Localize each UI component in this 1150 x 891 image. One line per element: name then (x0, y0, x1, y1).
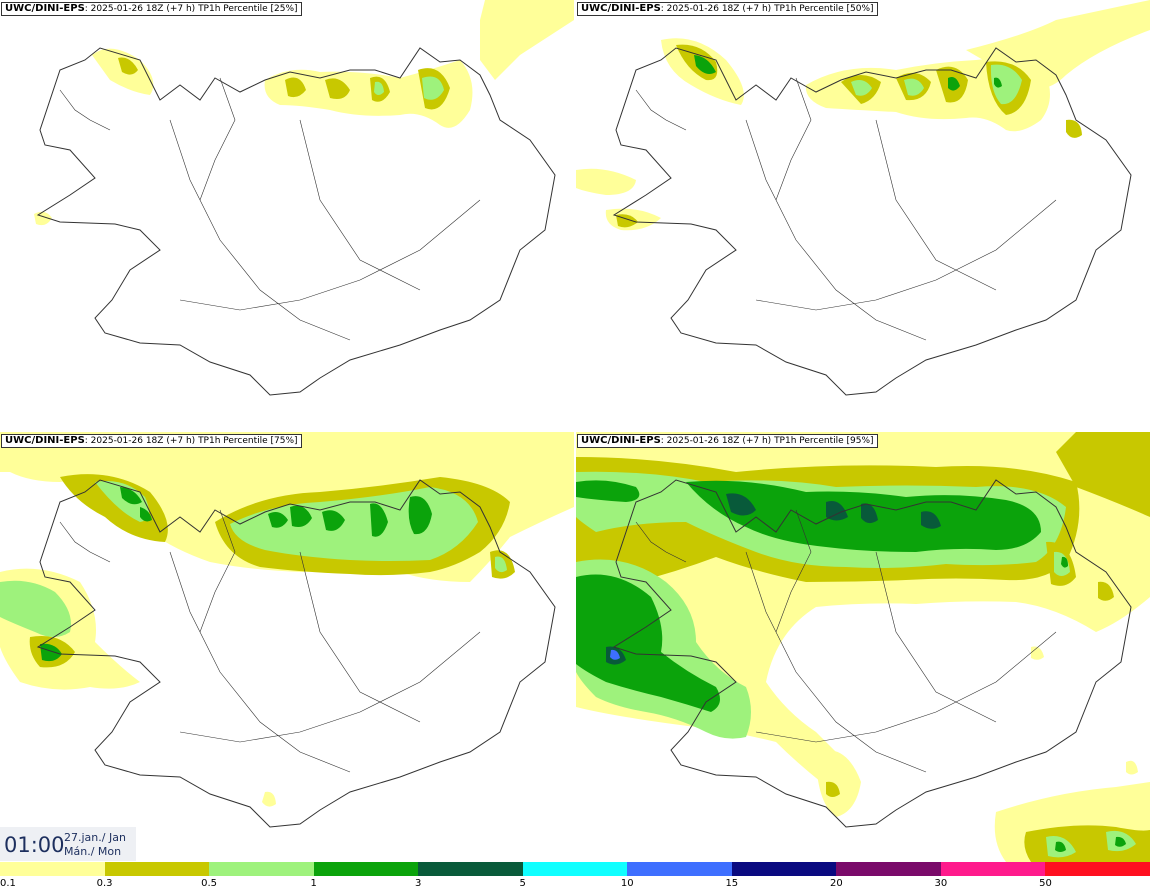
field-name: TP1h Percentile [95%] (774, 436, 874, 446)
valid-time-box: 01:00 27.jan./ Jan Mán./ Mon (0, 827, 136, 861)
map-panel-p25: UWC/DINI-EPS: 2025-01-26 18Z (+7 h) TP1h… (0, 0, 574, 430)
legend-tick-label: 20 (829, 878, 843, 889)
panel-title: UWC/DINI-EPS: 2025-01-26 18Z (+7 h) TP1h… (1, 2, 302, 16)
legend-swatch (731, 862, 837, 876)
legend-swatch (313, 862, 419, 876)
valid-date-line2: Mán./ Mon (64, 845, 122, 858)
map-panel-p95: UWC/DINI-EPS: 2025-01-26 18Z (+7 h) TP1h… (576, 432, 1150, 862)
field-name: TP1h Percentile [75%] (198, 436, 298, 446)
lead-time: (+7 h) (166, 436, 196, 446)
lead-time: (+7 h) (742, 4, 772, 14)
legend-swatch (418, 862, 523, 876)
iceland-outline (612, 47, 1132, 396)
legend-tick-label: 10 (620, 878, 634, 889)
color-legend: 0.1 0.3 0.5 1 3 5 10 15 20 30 50 (0, 862, 1150, 891)
precip-map-p75 (0, 432, 574, 828)
iceland-outline (36, 47, 556, 396)
legend-tick-label: 0.1 (0, 878, 16, 889)
legend-swatches (0, 862, 1150, 876)
valid-date-line1: 27.jan./ Jan (64, 831, 126, 844)
legend-swatch (836, 862, 941, 876)
legend-tick-label: 0.3 (96, 878, 113, 889)
legend-tick-label: 1 (310, 878, 317, 889)
precip-map-p50 (576, 0, 1150, 396)
panel-title: UWC/DINI-EPS: 2025-01-26 18Z (+7 h) TP1h… (1, 434, 302, 448)
model-name: UWC/DINI-EPS (5, 435, 85, 446)
legend-swatch (0, 862, 105, 876)
precip-areas (576, 432, 1150, 862)
valid-time: 01:00 (4, 833, 65, 857)
panel-title: UWC/DINI-EPS: 2025-01-26 18Z (+7 h) TP1h… (577, 2, 878, 16)
legend-tick-label: 30 (934, 878, 948, 889)
precip-areas (576, 0, 1150, 231)
legend-swatch (1045, 862, 1150, 876)
iceland-outline (36, 479, 556, 828)
legend-tick-label: 3 (414, 878, 422, 889)
legend-swatch (940, 862, 1046, 876)
model-name: UWC/DINI-EPS (5, 3, 85, 14)
legend-tick-label: 0.5 (201, 878, 218, 889)
model-name: UWC/DINI-EPS (581, 3, 661, 14)
lead-time: (+7 h) (166, 4, 196, 14)
precip-areas (34, 0, 574, 226)
run-time: : 2025-01-26 18Z (84, 436, 164, 446)
run-time: : 2025-01-26 18Z (84, 4, 164, 14)
panel-divider-horizontal (0, 430, 1150, 432)
run-time: : 2025-01-26 18Z (660, 4, 740, 14)
run-time: : 2025-01-26 18Z (660, 436, 740, 446)
panel-title: UWC/DINI-EPS: 2025-01-26 18Z (+7 h) TP1h… (577, 434, 878, 448)
legend-tick-label: 15 (725, 878, 739, 889)
legend-tick-label: 5 (519, 878, 526, 889)
legend-swatch (627, 862, 732, 876)
iceland-outline (612, 479, 1132, 828)
field-name: TP1h Percentile [50%] (774, 4, 874, 14)
lead-time: (+7 h) (742, 436, 772, 446)
legend-swatch (209, 862, 314, 876)
precip-map-p25 (34, 0, 574, 396)
map-panel-p50: UWC/DINI-EPS: 2025-01-26 18Z (+7 h) TP1h… (576, 0, 1150, 430)
legend-swatch (104, 862, 210, 876)
precip-map-p95 (576, 432, 1150, 862)
map-panel-p75: UWC/DINI-EPS: 2025-01-26 18Z (+7 h) TP1h… (0, 432, 574, 862)
legend-tick-label: 50 (1039, 878, 1052, 889)
model-name: UWC/DINI-EPS (581, 435, 661, 446)
field-name: TP1h Percentile [25%] (198, 4, 298, 14)
legend-swatch (522, 862, 628, 876)
precip-areas (0, 432, 574, 807)
